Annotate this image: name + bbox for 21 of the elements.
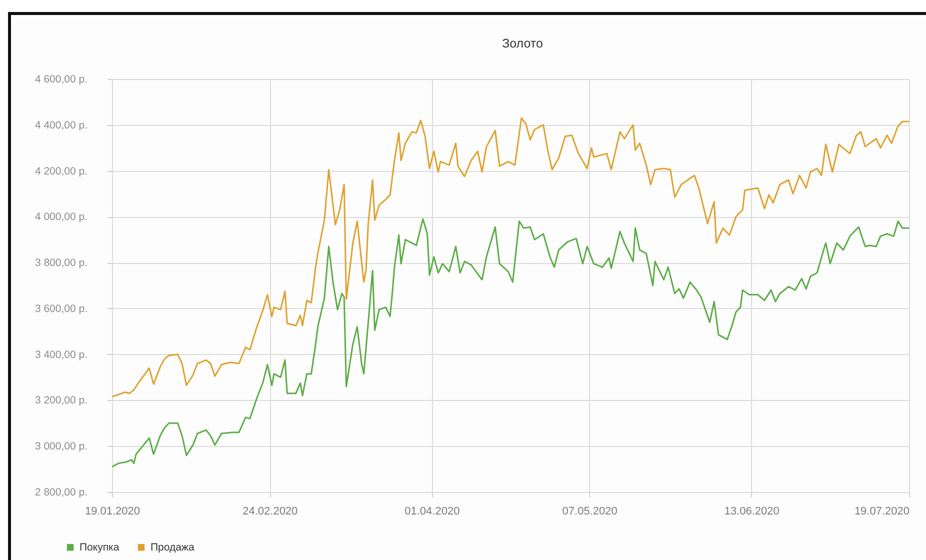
x-tick-label: 01.04.2020	[404, 506, 460, 518]
x-tick-label: 19.07.2020	[854, 506, 910, 518]
line-series	[112, 117, 909, 398]
y-tick-label: 4 000,00 р.	[34, 211, 88, 224]
y-tick-label: 3 400,00 р.	[34, 348, 88, 361]
y-tick-label: 4 600,00 р.	[34, 74, 88, 86]
y-tick-label: 2 800,00 р.	[34, 486, 88, 498]
line-series	[112, 218, 909, 468]
y-tick-label: 3 000,00 р.	[34, 440, 88, 453]
x-tick-label: 24.02.2020	[242, 506, 298, 518]
y-tick-label: 3 200,00 р.	[34, 394, 88, 407]
x-tick-label: 13.06.2020	[724, 506, 780, 518]
y-tick-label: 3 800,00 р.	[34, 257, 88, 270]
legend-label: Продажа	[150, 541, 194, 554]
y-tick-label: 3 600,00 р.	[34, 302, 88, 315]
y-tick-label: 4 400,00 р.	[34, 119, 88, 132]
chart-title: Золото	[502, 36, 543, 50]
x-tick-label: 19.01.2020	[84, 506, 140, 518]
x-tick-label: 07.05.2020	[562, 506, 618, 518]
legend-label: Покупка	[80, 541, 120, 554]
y-tick-label: 4 200,00 р.	[34, 165, 88, 178]
